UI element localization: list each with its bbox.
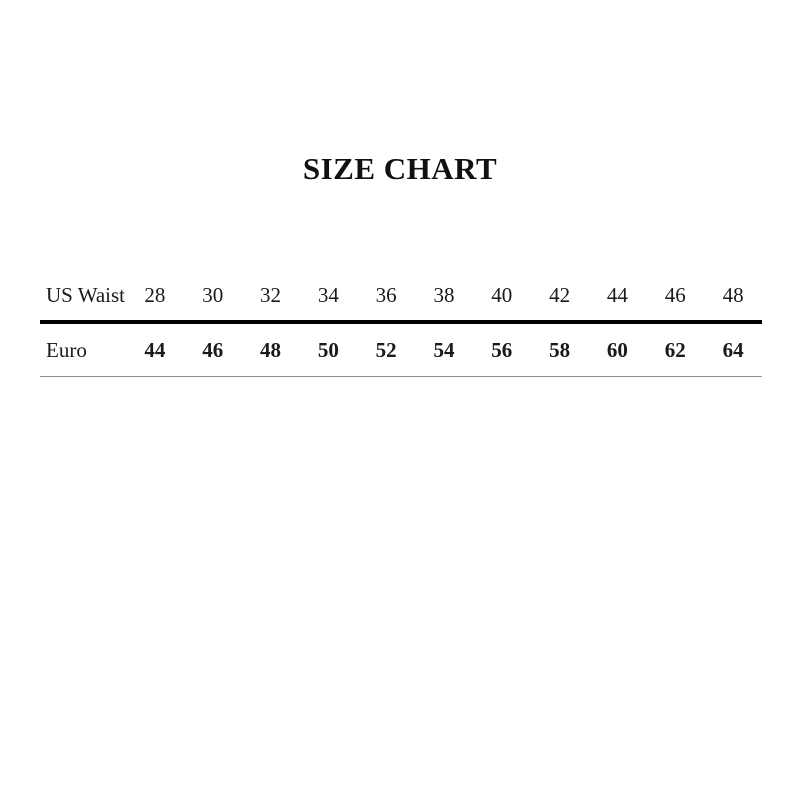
size-value-cell: 48 — [704, 270, 762, 324]
size-value-cell: 28 — [126, 270, 184, 324]
size-value-cell: 64 — [704, 322, 762, 377]
row-label: Euro — [40, 322, 126, 377]
size-value-cell: 44 — [126, 322, 184, 377]
size-value-cell: 38 — [415, 270, 473, 324]
size-value-cell: 56 — [472, 322, 531, 377]
table-row: Euro 44 46 48 50 52 54 56 58 60 62 64 — [40, 322, 762, 377]
size-value-cell: 42 — [530, 270, 589, 324]
size-value-cell: 58 — [530, 322, 589, 377]
size-value-cell: 40 — [472, 270, 531, 324]
size-value-cell: 44 — [588, 270, 647, 324]
size-value-cell: 36 — [357, 270, 416, 324]
size-value-cell: 60 — [588, 322, 647, 377]
size-chart-table-body: US Waist 28 30 32 34 36 38 40 42 44 46 48 Euro 44 46 48… — [40, 270, 762, 377]
size-value-cell: 46 — [183, 322, 242, 377]
size-value-cell: 50 — [299, 322, 358, 377]
table-row: US Waist 28 30 32 34 36 38 40 42 44 46 48 — [40, 270, 762, 324]
page-title: SIZE CHART — [302, 151, 498, 186]
size-value-cell: 62 — [646, 322, 705, 377]
size-value-cell: 52 — [357, 322, 416, 377]
size-value-cell: 48 — [241, 322, 300, 377]
size-value-cell: 30 — [183, 270, 242, 324]
size-chart-table: US Waist 28 30 32 34 36 38 40 42 44 46 48 Euro 44 46 48… — [40, 270, 762, 377]
size-value-cell: 46 — [646, 270, 705, 324]
row-label: US Waist — [40, 270, 126, 324]
size-value-cell: 54 — [415, 322, 473, 377]
size-value-cell: 34 — [299, 270, 358, 324]
size-value-cell: 32 — [241, 270, 300, 324]
